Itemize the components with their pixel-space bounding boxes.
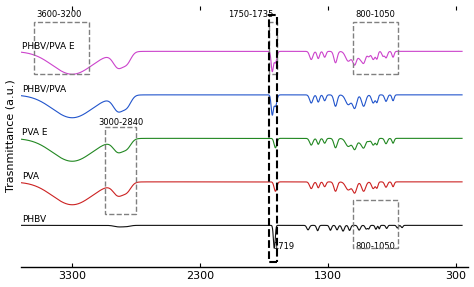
- Text: PVA E: PVA E: [22, 128, 48, 137]
- Text: 800-1050: 800-1050: [356, 242, 396, 251]
- Text: PHBV: PHBV: [22, 215, 46, 224]
- Text: PVA: PVA: [22, 172, 39, 181]
- Bar: [354, 22, 398, 74]
- Bar: [269, 22, 277, 74]
- Bar: [34, 22, 89, 74]
- Text: PHBV/PVA: PHBV/PVA: [22, 85, 66, 94]
- Bar: [269, 15, 277, 262]
- Text: 800-1050: 800-1050: [356, 10, 396, 19]
- Text: 3600-3200: 3600-3200: [37, 10, 82, 19]
- Text: 1719: 1719: [273, 242, 294, 251]
- Bar: [354, 200, 398, 248]
- Text: 3000-2840: 3000-2840: [98, 118, 144, 127]
- Bar: [105, 127, 136, 214]
- Y-axis label: Trasnmittance (a.u.): Trasnmittance (a.u.): [6, 80, 16, 193]
- Text: 1750-1735: 1750-1735: [228, 10, 273, 19]
- Text: PHBV/PVA E: PHBV/PVA E: [22, 41, 75, 50]
